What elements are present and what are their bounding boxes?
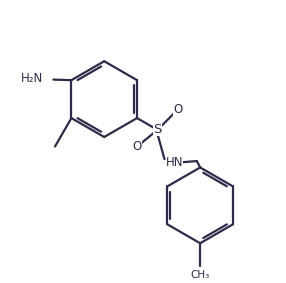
- Text: HN: HN: [166, 156, 183, 169]
- Text: H₂N: H₂N: [21, 72, 43, 85]
- Text: S: S: [153, 123, 162, 136]
- Text: CH₃: CH₃: [190, 270, 210, 280]
- Text: O: O: [132, 140, 142, 153]
- Text: O: O: [173, 103, 182, 116]
